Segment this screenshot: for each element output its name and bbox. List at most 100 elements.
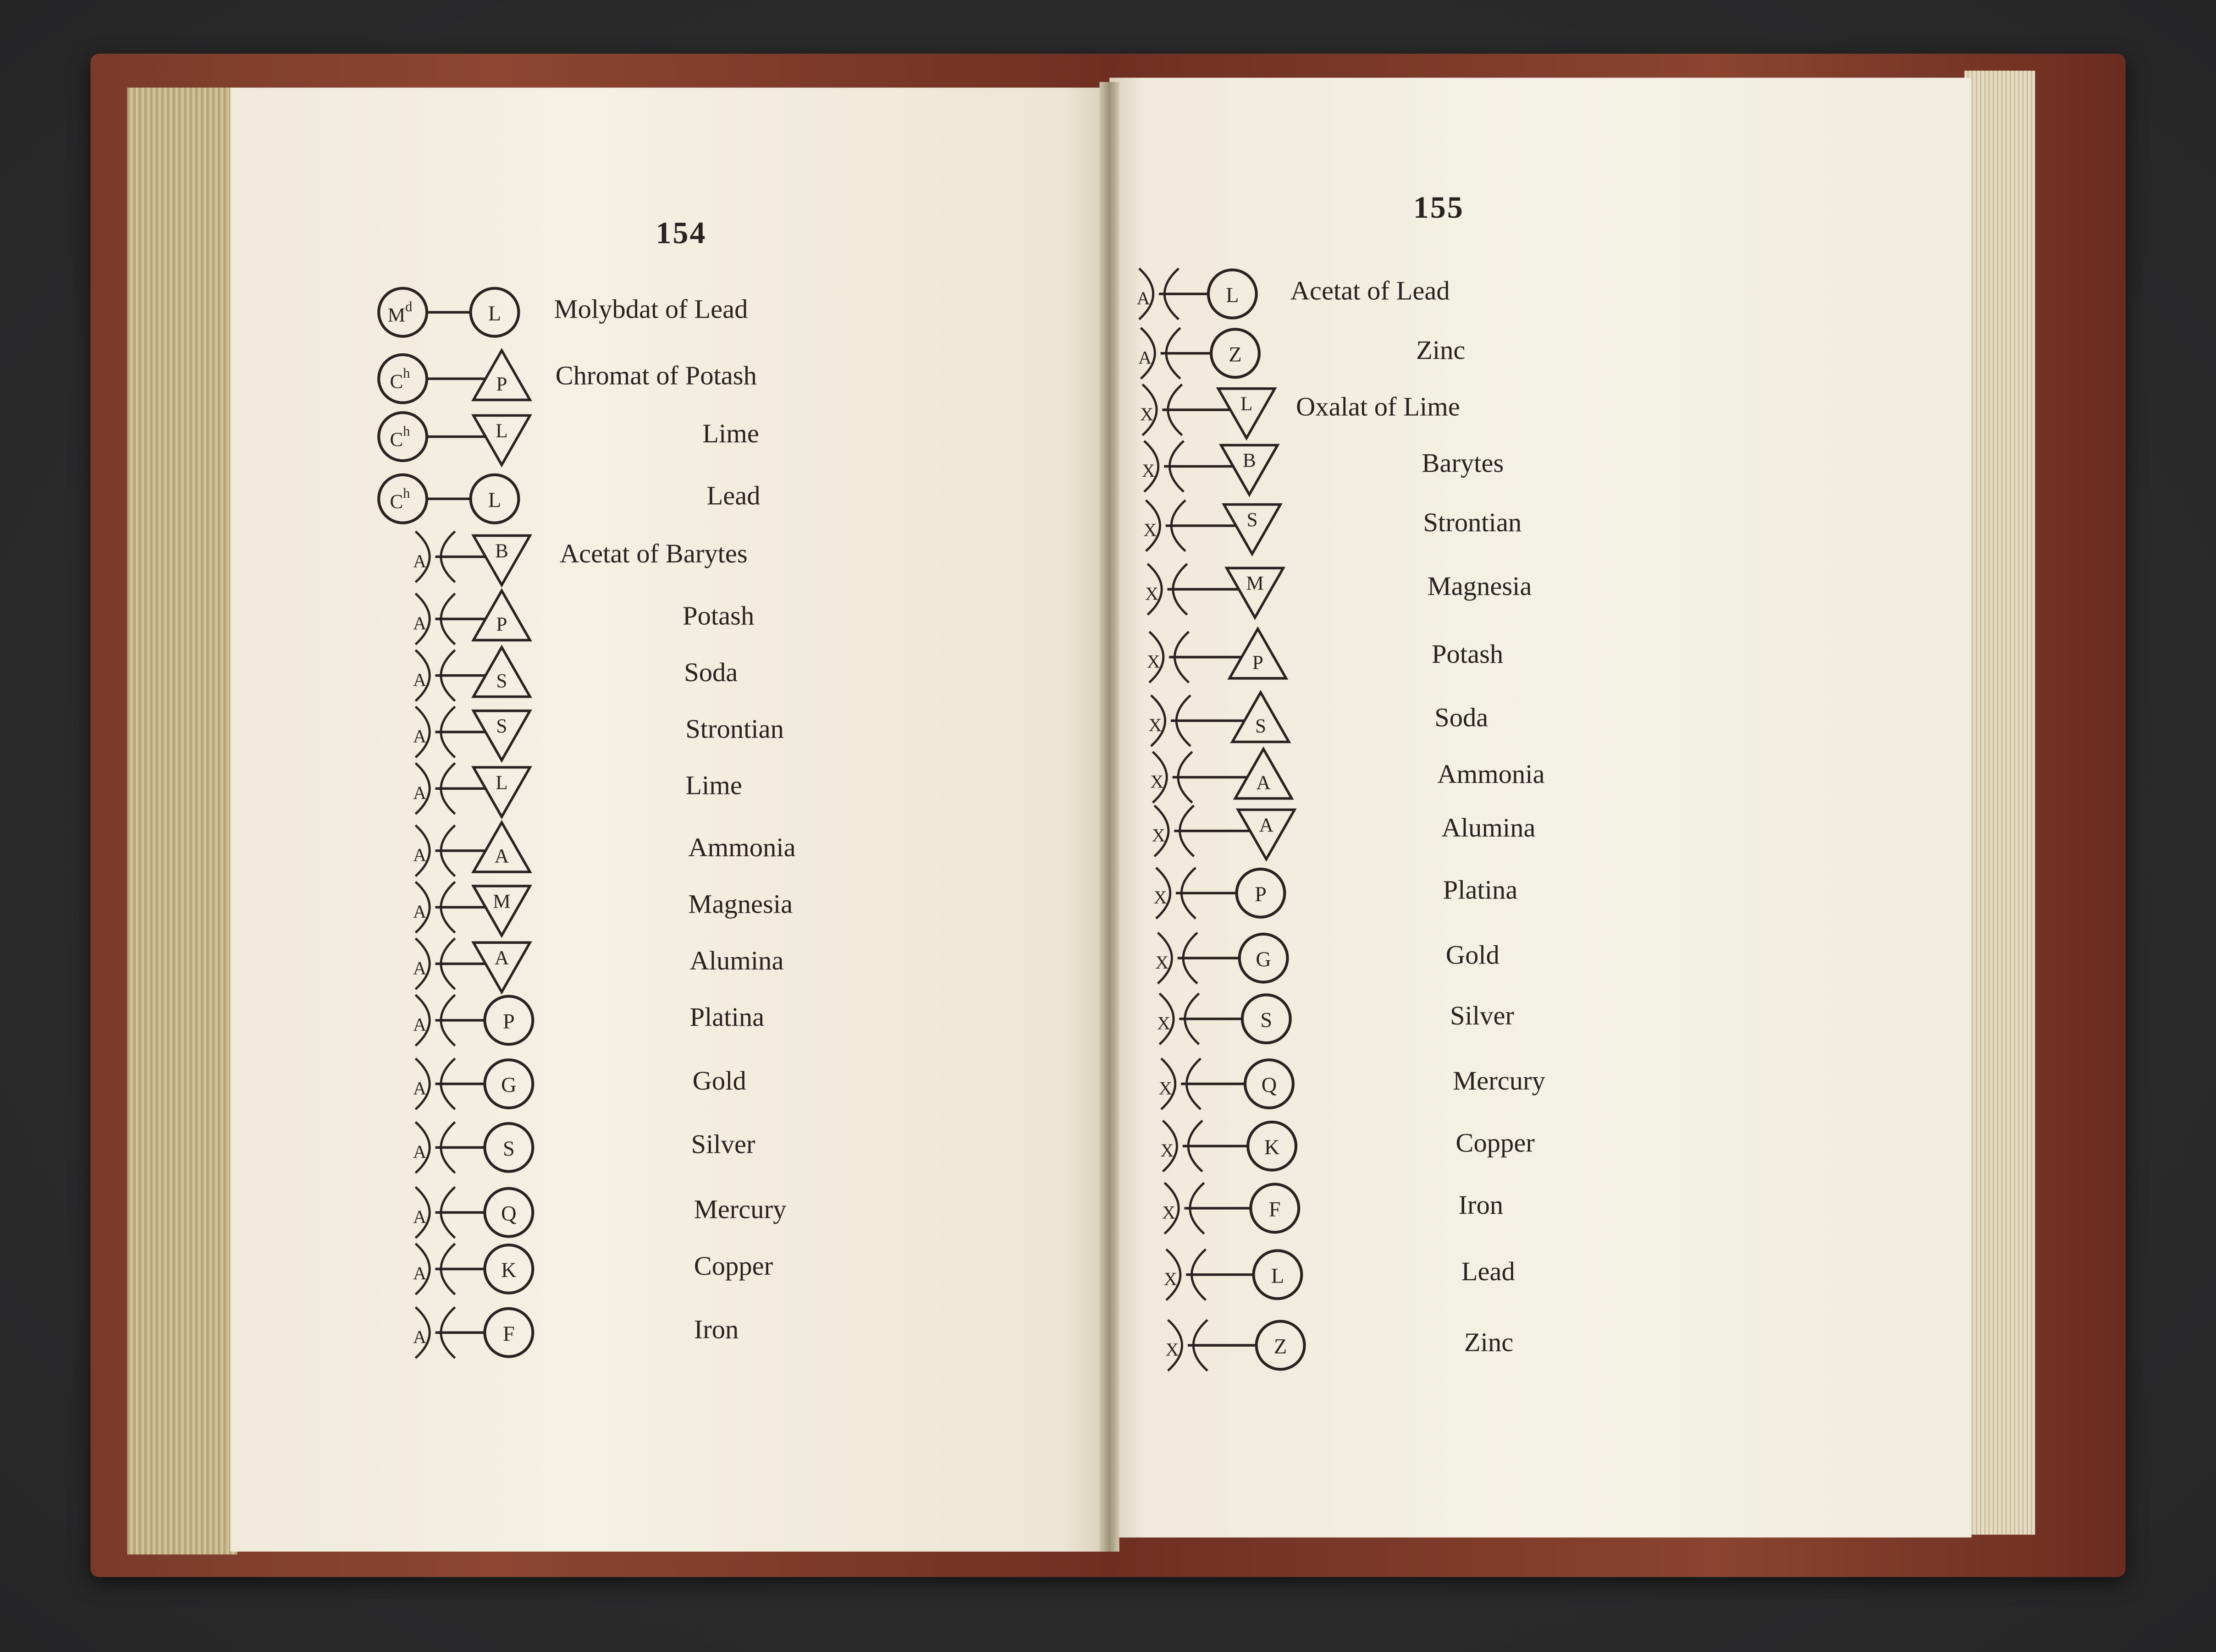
entry-label: Potash	[1431, 640, 1504, 670]
entry-label: Magnesia	[688, 890, 793, 920]
chemical-symbol: Md L	[377, 286, 520, 338]
symbol-letter: A	[413, 613, 426, 633]
symbol-letter: S	[1255, 716, 1266, 737]
acid-arc-left	[414, 1057, 431, 1110]
acid-arc-left	[1160, 1057, 1177, 1110]
page-number-right: 155	[1413, 189, 1464, 225]
symbol-letter: A	[413, 1014, 426, 1035]
acid-arc-left	[1163, 1182, 1180, 1235]
triangle-up-symbol	[1233, 746, 1294, 800]
chemical-symbol: Ch L	[377, 411, 532, 468]
symbol-letter: A	[413, 901, 426, 922]
acid-arc-left	[1167, 1319, 1183, 1372]
entry-label: Silver	[691, 1130, 755, 1161]
symbol-letter: Q	[501, 1202, 516, 1226]
acid-arc-left	[1150, 694, 1166, 747]
entry-label: Barytes	[1422, 449, 1504, 479]
symbol-letter: P	[496, 374, 507, 395]
symbol-letter: A	[1259, 815, 1273, 836]
acid-arc-left	[414, 705, 431, 759]
triangle-down-symbol	[471, 766, 532, 820]
triangle-down-symbol	[1224, 567, 1286, 620]
symbol-letter: X	[1150, 771, 1163, 792]
entry-label: Copper	[1455, 1129, 1535, 1159]
symbol-letter: A	[1138, 347, 1152, 368]
symbol-letter: X	[1148, 715, 1162, 735]
symbol-letter: L	[1240, 393, 1252, 415]
entry-label: Gold	[1445, 941, 1499, 971]
acid-arc-left	[414, 1186, 431, 1239]
symbol-letter: K	[1264, 1136, 1279, 1159]
entry-label: Soda	[1434, 704, 1488, 734]
symbol-letter: X	[1160, 1140, 1174, 1161]
entry-label: Lime	[685, 771, 742, 802]
symbol-letter: L	[496, 420, 507, 442]
entry-label: Molybdat of Lead	[554, 295, 748, 325]
symbol-letter: A	[495, 846, 509, 867]
symbol-letter: P	[496, 614, 507, 635]
symbol-letter: Ch	[390, 485, 410, 512]
triangle-up-symbol	[471, 347, 532, 402]
acid-arc-left	[414, 994, 431, 1047]
entry-label: Platina	[689, 1003, 765, 1033]
acid-arc-left	[414, 762, 431, 815]
symbol-letter: P	[1255, 883, 1267, 906]
acid-arc-left	[414, 937, 431, 990]
entry-label: Zinc	[1416, 336, 1466, 366]
acid-arc-left	[1162, 1119, 1178, 1173]
symbol-letter: G	[501, 1074, 516, 1097]
entry-label: Potash	[683, 602, 755, 632]
symbol-letter: Z	[1229, 343, 1241, 366]
symbol-letter: S	[496, 716, 507, 737]
symbol-letter: A	[413, 726, 426, 747]
symbol-letter: A	[413, 551, 426, 571]
acid-arc-left	[1148, 631, 1165, 683]
entry-label: Acetat of Barytes	[559, 540, 748, 570]
acid-arc-left	[414, 530, 431, 583]
triangle-up-symbol	[471, 820, 532, 873]
symbol-letter: A	[413, 1141, 426, 1162]
symbol-letter: Md	[388, 299, 412, 326]
acid-arc-left	[414, 592, 431, 645]
entry-label: Soda	[684, 658, 738, 688]
entry-label: Oxalat of Lime	[1296, 393, 1460, 423]
acid-arc-left	[1155, 867, 1171, 920]
symbol-letter: X	[1145, 583, 1158, 604]
triangle-up-symbol	[1230, 690, 1291, 743]
symbol-letter: X	[1157, 1013, 1170, 1034]
entry-label: Silver	[1450, 1002, 1514, 1032]
entry-label: Mercury	[694, 1195, 787, 1225]
symbol-letter: F	[503, 1322, 515, 1346]
page-number-left: 154	[656, 215, 707, 250]
element-circle	[1207, 268, 1258, 319]
symbol-letter: B	[495, 540, 508, 562]
acid-arc-left	[1143, 440, 1160, 493]
symbol-letter: X	[1165, 1339, 1179, 1360]
entry-label: Gold	[692, 1067, 746, 1097]
left-page	[230, 88, 1107, 1552]
entry-label: Alumina	[689, 947, 784, 977]
symbol-letter: L	[1271, 1264, 1284, 1288]
entry-label: Strontian	[1423, 508, 1522, 539]
entry-label: Lime	[702, 419, 759, 450]
symbol-letter: X	[1154, 887, 1167, 908]
symbol-letter: A	[1137, 288, 1150, 308]
symbol-letter: A	[413, 782, 426, 803]
triangle-down-symbol	[1216, 387, 1277, 441]
